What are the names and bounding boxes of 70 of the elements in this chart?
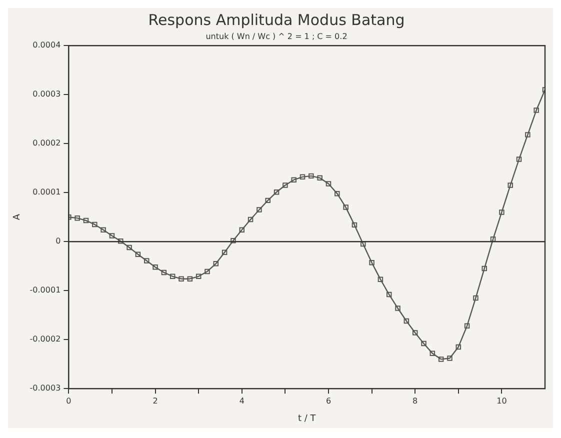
y-tick-label: 0 — [56, 236, 61, 246]
y-tick-label: 0.0001 — [32, 188, 61, 197]
point — [386, 292, 392, 298]
point — [161, 270, 167, 276]
point — [213, 261, 219, 266]
x-tick-label: 4 — [239, 396, 244, 406]
point — [83, 218, 89, 224]
point — [135, 252, 141, 257]
x-tick-label: 2 — [152, 396, 158, 406]
point — [248, 216, 254, 222]
point — [170, 274, 176, 280]
y-tick-label: 0.0003 — [32, 90, 61, 99]
point — [152, 264, 158, 270]
point — [265, 198, 270, 204]
x-tick-label: 10 — [496, 396, 507, 406]
point — [499, 210, 504, 215]
x-axis-title: t / T — [298, 414, 316, 424]
y-tick-label: -0.0003 — [30, 384, 61, 393]
point — [204, 268, 210, 274]
y-axis-title: A — [12, 213, 23, 220]
point — [100, 227, 106, 232]
point — [274, 189, 280, 195]
point — [222, 250, 228, 255]
point — [482, 266, 487, 272]
point — [473, 295, 478, 301]
point — [343, 204, 348, 210]
point — [178, 276, 184, 282]
y-tick-label: 0.0002 — [32, 138, 61, 148]
point — [516, 156, 522, 162]
point — [109, 233, 115, 238]
point — [369, 260, 374, 266]
point — [118, 238, 124, 244]
point — [256, 207, 262, 212]
x-tick-label: 0 — [66, 396, 72, 406]
point — [378, 276, 384, 282]
x-tick-label: 6 — [326, 396, 332, 406]
point — [230, 238, 236, 244]
point — [291, 177, 296, 182]
point — [421, 340, 426, 346]
point — [144, 258, 150, 264]
point — [196, 274, 202, 280]
point — [395, 306, 400, 311]
point — [317, 175, 322, 181]
point — [508, 182, 513, 188]
point — [239, 227, 245, 232]
point — [525, 132, 530, 138]
point — [430, 350, 436, 356]
chart-subtitle: untuk ( Wn / Wc ) ^ 2 = 1 ; C = 0.2 — [206, 32, 348, 41]
y-tick-label: -0.0001 — [30, 286, 61, 295]
chart-title: Respons Amplituda Modus Batang — [148, 10, 405, 29]
point — [404, 318, 410, 324]
point — [326, 181, 332, 186]
y-tick-label: 0.0004 — [32, 40, 61, 50]
point — [464, 323, 470, 328]
point — [412, 330, 418, 336]
point — [126, 244, 132, 250]
point — [187, 276, 193, 282]
point — [300, 174, 306, 180]
y-tick-label: -0.0002 — [30, 334, 61, 344]
point — [438, 356, 444, 362]
point — [282, 182, 288, 188]
point — [456, 344, 462, 350]
point — [74, 215, 80, 221]
point — [92, 222, 98, 228]
point — [534, 108, 539, 113]
point — [352, 222, 358, 228]
x-tick-label: 8 — [412, 396, 418, 406]
point — [334, 190, 340, 196]
point — [308, 173, 314, 179]
point — [447, 356, 452, 361]
